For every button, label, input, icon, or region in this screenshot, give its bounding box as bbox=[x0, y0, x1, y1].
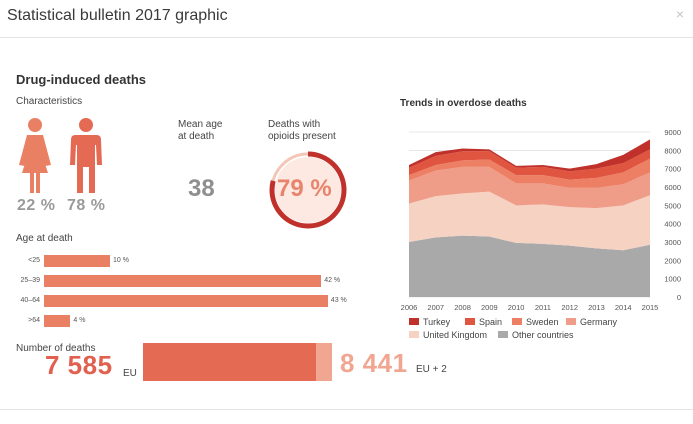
x-tick-label: 2011 bbox=[535, 303, 551, 312]
deaths-eu-value: 7 585 bbox=[45, 350, 113, 380]
age-group-label: <25 bbox=[28, 257, 40, 264]
legend-label: Turkey bbox=[423, 317, 451, 327]
y-tick-label: 3000 bbox=[664, 238, 681, 247]
y-tick-label: 4000 bbox=[664, 220, 681, 229]
legend-label: Germany bbox=[580, 317, 618, 327]
opioids-donut-arc bbox=[269, 151, 347, 229]
legend-swatch bbox=[409, 318, 419, 325]
legend-swatch bbox=[498, 331, 508, 338]
area-series-other-countries bbox=[409, 235, 650, 297]
age-group-percentage: 4 % bbox=[73, 317, 86, 324]
y-tick-label: 7000 bbox=[664, 165, 681, 174]
opioids-value: 79 % bbox=[277, 175, 332, 202]
x-tick-label: 2015 bbox=[642, 303, 659, 312]
deaths-eu2-unit: EU + 2 bbox=[416, 364, 447, 375]
legend-swatch bbox=[566, 318, 576, 325]
deaths-bar-eu-plus-2 bbox=[316, 343, 332, 381]
y-tick-label: 8000 bbox=[664, 146, 681, 155]
infographic-title: Drug-induced deaths bbox=[16, 72, 147, 87]
age-group-bar bbox=[44, 315, 71, 327]
trends-area-chart: 0 1000 2000 3000 4000 5000 6000 7000 8000 9000 200… bbox=[401, 128, 681, 312]
deaths-eu-unit: EU bbox=[123, 368, 137, 379]
age-group-bar bbox=[44, 255, 110, 267]
characteristics-label: Characteristics bbox=[16, 96, 83, 107]
y-tick-label: 5000 bbox=[664, 201, 681, 210]
legend-item: Germany bbox=[566, 317, 617, 327]
area-series-sweden bbox=[409, 158, 650, 188]
legend-label: Other countries bbox=[512, 330, 574, 340]
age-group-label: >64 bbox=[28, 317, 40, 324]
mean-age-label: Mean age at death bbox=[178, 119, 222, 143]
y-tick-label: 9000 bbox=[664, 128, 681, 137]
number-of-deaths-label: Number of deaths bbox=[16, 343, 96, 354]
age-group-bar bbox=[44, 295, 328, 307]
male-figure-icon bbox=[70, 118, 102, 193]
age-group-percentage: 10 % bbox=[113, 257, 129, 264]
age-group-bar bbox=[44, 275, 322, 287]
x-tick-label: 2010 bbox=[508, 303, 525, 312]
x-tick-label: 2008 bbox=[454, 303, 471, 312]
male-percentage: 78 % bbox=[67, 197, 106, 214]
age-group-label: 25–39 bbox=[20, 277, 40, 284]
female-percentage: 22 % bbox=[17, 197, 56, 214]
deaths-eu2-value: 8 441 bbox=[340, 348, 408, 378]
x-tick-label: 2009 bbox=[481, 303, 498, 312]
mean-age-label-line2: at death bbox=[178, 131, 215, 142]
legend-swatch bbox=[512, 318, 522, 325]
legend-item: United Kingdom bbox=[409, 330, 487, 340]
opioids-label-line1: Deaths with bbox=[268, 119, 321, 130]
x-tick-label: 2012 bbox=[561, 303, 578, 312]
area-series-spain bbox=[409, 149, 650, 180]
y-tick-label: 2000 bbox=[664, 256, 681, 265]
legend-swatch bbox=[465, 318, 475, 325]
legend-item: Turkey bbox=[409, 317, 450, 327]
chart-title: Trends in overdose deaths bbox=[400, 98, 527, 109]
modal-header: Statistical bulletin 2017 graphic × bbox=[0, 0, 693, 38]
opioids-donut-fill bbox=[275, 157, 341, 223]
legend-label: Sweden bbox=[526, 317, 559, 327]
close-icon[interactable]: × bbox=[675, 6, 684, 22]
opioids-label-line2: opioids present bbox=[268, 131, 336, 142]
x-tick-label: 2007 bbox=[427, 303, 444, 312]
age-at-death-label: Age at death bbox=[16, 233, 73, 244]
age-group-percentage: 42 % bbox=[324, 277, 341, 284]
age-group-label: 40–64 bbox=[20, 297, 40, 304]
opioids-donut bbox=[269, 151, 347, 229]
deaths-bar-eu bbox=[143, 343, 316, 381]
x-tick-label: 2013 bbox=[588, 303, 605, 312]
x-tick-label: 2006 bbox=[401, 303, 418, 312]
x-tick-label: 2014 bbox=[615, 303, 632, 312]
legend-item: Spain bbox=[465, 317, 502, 327]
y-tick-label: 0 bbox=[677, 293, 681, 302]
mean-age-label-line1: Mean age bbox=[178, 119, 223, 130]
age-group-percentage: 43 % bbox=[330, 297, 347, 304]
y-tick-label: 6000 bbox=[664, 183, 681, 192]
legend-label: Spain bbox=[479, 317, 503, 327]
legend-label: United Kingdom bbox=[423, 330, 488, 340]
legend-swatch bbox=[409, 331, 419, 338]
legend-item: Other countries bbox=[498, 330, 574, 340]
area-series-germany bbox=[409, 166, 650, 209]
modal-footer-divider bbox=[0, 409, 693, 410]
female-figure-icon bbox=[19, 118, 51, 193]
y-tick-label: 1000 bbox=[664, 275, 681, 284]
mean-age-value: 38 bbox=[188, 175, 215, 202]
opioids-label: Deaths with opioids present bbox=[268, 119, 336, 143]
legend-item: Sweden bbox=[512, 317, 559, 327]
modal-title: Statistical bulletin 2017 graphic bbox=[7, 7, 228, 24]
area-series-united-kingdom bbox=[409, 191, 650, 251]
